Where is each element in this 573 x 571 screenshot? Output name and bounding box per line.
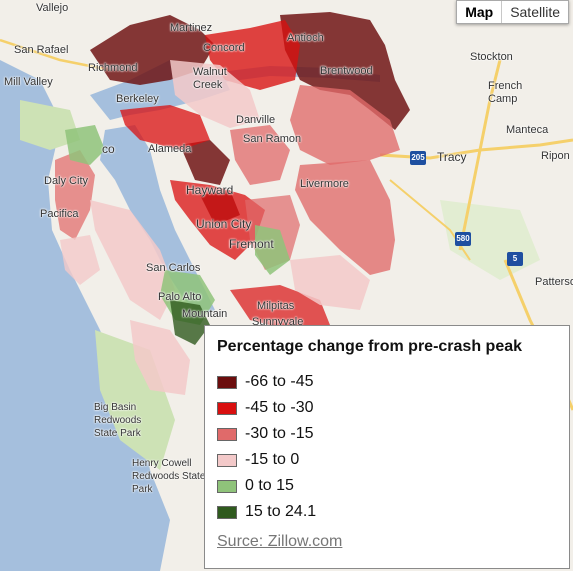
place-french-camp: French Camp bbox=[488, 80, 523, 105]
region-light bbox=[130, 320, 190, 395]
place-walnut-creek: Walnut Creek bbox=[193, 66, 227, 91]
place-brentwood: Brentwood bbox=[320, 65, 373, 77]
place-union-city: Union City bbox=[196, 217, 252, 231]
highway bbox=[389, 179, 471, 261]
choropleth-layer bbox=[55, 12, 410, 395]
place-henry-cowell: Henry Cowell Redwoods State Park bbox=[132, 458, 206, 495]
place-tracy: Tracy bbox=[437, 150, 467, 164]
place-milpitas: Milpitas bbox=[257, 300, 295, 312]
legend-swatch bbox=[217, 479, 237, 493]
place-big-basin: Big Basin Redwoods State Park bbox=[94, 402, 142, 439]
place-martinez: Martinez bbox=[170, 22, 213, 34]
highway bbox=[458, 59, 502, 251]
place-palo-alto: Palo Alto bbox=[158, 291, 202, 303]
region-red bbox=[230, 285, 330, 330]
place-san-carlos: San Carlos bbox=[146, 262, 201, 274]
place-manteca: Manteca bbox=[506, 124, 549, 136]
region-light bbox=[170, 60, 260, 128]
legend-source-link[interactable]: Surce: Zillow.com bbox=[217, 533, 343, 550]
interstate-580-shield: 580 bbox=[455, 232, 471, 246]
place-pacifica: Pacifica bbox=[40, 208, 79, 220]
region-darkgreen bbox=[170, 300, 210, 345]
place-san-francisco: co bbox=[102, 142, 115, 156]
region-green bbox=[65, 125, 105, 165]
region-mid bbox=[230, 125, 290, 185]
place-livermore: Livermore bbox=[300, 178, 349, 190]
region-light bbox=[60, 235, 100, 285]
legend-swatch bbox=[217, 453, 237, 467]
legend-item: 0 to 15 bbox=[217, 473, 557, 499]
map-type-control: Map Satellite bbox=[456, 0, 569, 24]
legend-label: -66 to -45 bbox=[245, 373, 314, 390]
place-san-ramon: San Ramon bbox=[243, 133, 302, 145]
region-light bbox=[290, 255, 370, 310]
region-mid bbox=[290, 85, 400, 165]
place-alameda: Alameda bbox=[148, 143, 192, 155]
place-ripon: Ripon bbox=[541, 150, 570, 162]
satellite-view-button[interactable]: Satellite bbox=[510, 4, 560, 20]
highway bbox=[0, 38, 111, 72]
legend-item: 15 to 24.1 bbox=[217, 499, 557, 525]
legend-swatch bbox=[217, 401, 237, 415]
legend-item: -15 to 0 bbox=[217, 447, 557, 473]
map-view-button[interactable]: Map bbox=[457, 1, 503, 23]
park-area bbox=[20, 100, 80, 150]
region-light bbox=[90, 200, 175, 320]
place-patterson: Patterso bbox=[535, 276, 573, 288]
place-mill-valley: Mill Valley bbox=[4, 76, 53, 88]
place-fremont: Fremont bbox=[229, 237, 274, 251]
interstate-205-shield: 205 bbox=[410, 151, 426, 165]
bay-central bbox=[100, 125, 215, 315]
region-red bbox=[170, 180, 265, 260]
legend-swatch bbox=[217, 375, 237, 389]
legend-item: -66 to -45 bbox=[217, 369, 557, 395]
legend-label: -30 to -15 bbox=[245, 425, 314, 442]
place-berkeley: Berkeley bbox=[116, 93, 159, 105]
place-concord: Concord bbox=[203, 42, 245, 54]
legend-panel: Percentage change from pre-crash peak -6… bbox=[204, 325, 570, 569]
place-san-rafael: San Rafael bbox=[14, 44, 69, 56]
region-dark bbox=[180, 140, 230, 185]
legend-item: -30 to -15 bbox=[217, 421, 557, 447]
place-richmond: Richmond bbox=[88, 62, 138, 74]
legend-label: 15 to 24.1 bbox=[245, 503, 317, 520]
place-danville: Danville bbox=[236, 114, 276, 126]
place-mountain-view: Mountain bbox=[182, 308, 228, 320]
legend-swatch bbox=[217, 427, 237, 441]
region-dark bbox=[280, 12, 410, 130]
interstate-5-shield: 5 bbox=[507, 252, 523, 266]
place-daly-city: Daly City bbox=[44, 175, 89, 187]
legend-title: Percentage change from pre-crash peak bbox=[217, 338, 523, 355]
region-red bbox=[120, 105, 210, 150]
legend-swatch bbox=[217, 505, 237, 519]
region-green bbox=[255, 225, 290, 275]
legend-item: -45 to -30 bbox=[217, 395, 557, 421]
legend-label: -45 to -30 bbox=[245, 399, 314, 416]
region-mid bbox=[55, 150, 95, 240]
place-hayward: Hayward bbox=[186, 183, 234, 197]
place-stockton: Stockton bbox=[470, 51, 513, 63]
legend-label: -15 to 0 bbox=[245, 451, 300, 468]
place-antioch: Antioch bbox=[287, 32, 324, 44]
place-vallejo: Vallejo bbox=[36, 2, 69, 14]
region-mid bbox=[295, 160, 395, 275]
legend-label: 0 to 15 bbox=[245, 477, 294, 494]
